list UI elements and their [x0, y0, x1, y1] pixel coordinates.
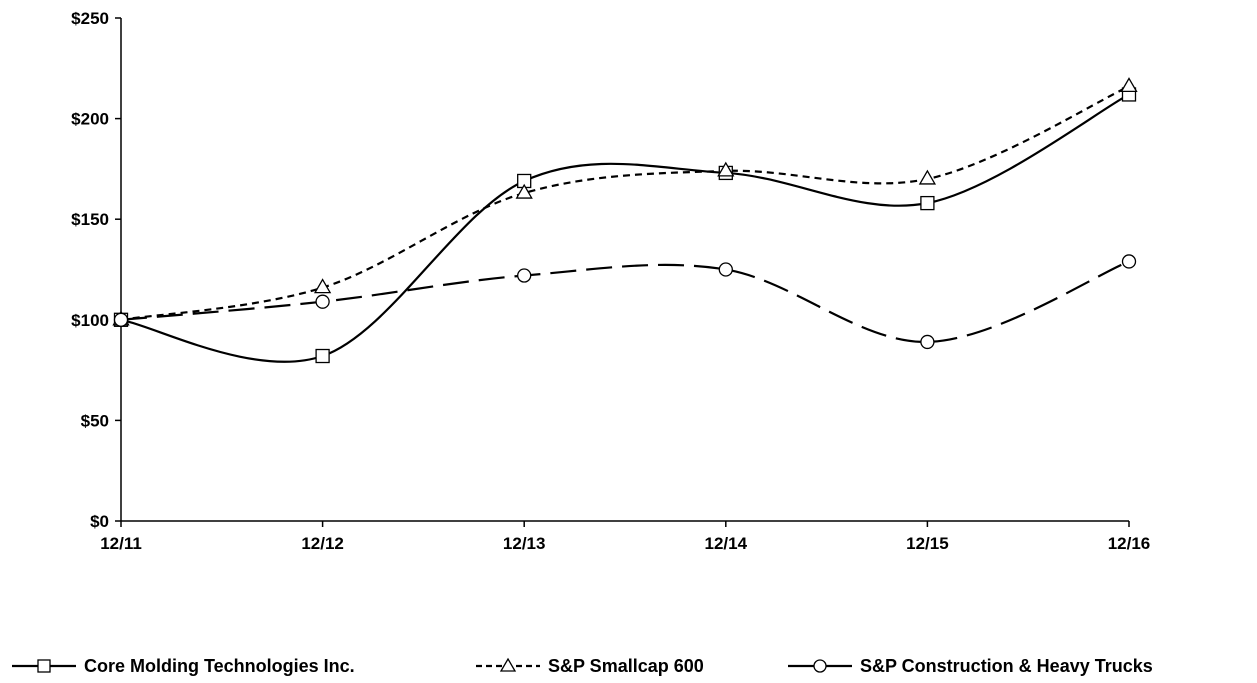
axes	[120, 18, 1129, 522]
y-tick-label: $100	[71, 311, 109, 330]
legend-item-construction: S&P Construction & Heavy Trucks	[786, 652, 1153, 680]
x-ticks: 12/11 12/12 12/13 12/14 12/15 12/16	[100, 521, 1150, 553]
legend: Core Molding Technologies Inc. S&P Small…	[0, 652, 1257, 680]
legend-item-core-molding: Core Molding Technologies Inc.	[10, 652, 355, 680]
legend-label-smallcap: S&P Smallcap 600	[548, 655, 704, 676]
data-point-square	[920, 195, 935, 211]
x-tick-label: 12/11	[100, 534, 142, 553]
series-line-3	[120, 260, 1130, 344]
data-point-triangle	[1120, 77, 1138, 93]
y-tick-label: $200	[71, 110, 109, 129]
x-tick-label: 12/13	[503, 534, 546, 553]
data-point-circle	[315, 294, 330, 309]
x-tick-label: 12/12	[301, 534, 344, 553]
data-point-circle	[113, 312, 129, 327]
chart: $0$50$100$150$200$250 12/11 12/12 12/13 12/…	[71, 9, 1150, 553]
data-point-triangle	[515, 183, 533, 199]
data-point-triangle	[313, 278, 332, 294]
series-line-2	[120, 85, 1130, 321]
y-tick-label: $0	[90, 512, 109, 531]
data-point-square	[315, 348, 330, 364]
data-point-circle	[920, 334, 935, 350]
legend-label-construction: S&P Construction & Heavy Trucks	[860, 655, 1153, 676]
x-tick-label: 12/14	[705, 534, 748, 553]
data-point-circle	[517, 268, 532, 283]
legend-swatch-circle-icon	[788, 659, 852, 673]
data-point-triangle	[918, 169, 937, 185]
y-tick-label: $250	[71, 9, 109, 28]
legend-item-smallcap: S&P Smallcap 600	[474, 652, 704, 680]
legend-swatch-triangle-icon	[476, 657, 540, 672]
y-ticks: $0 $50 $100 $150 $200 $250	[71, 9, 121, 531]
series-lines	[120, 85, 1130, 363]
data-point-circle	[1121, 254, 1137, 269]
legend-label-core-molding: Core Molding Technologies Inc.	[84, 655, 355, 676]
series-line-1	[120, 93, 1130, 363]
legend-swatch-square-icon	[12, 659, 76, 673]
series-markers	[112, 77, 1138, 364]
x-tick-label: 12/15	[906, 534, 949, 553]
data-point-triangle	[717, 161, 735, 177]
y-tick-label: $50	[81, 411, 109, 430]
y-tick-label: $150	[71, 210, 109, 229]
data-point-circle	[718, 262, 733, 277]
x-tick-label: 12/16	[1108, 534, 1151, 553]
